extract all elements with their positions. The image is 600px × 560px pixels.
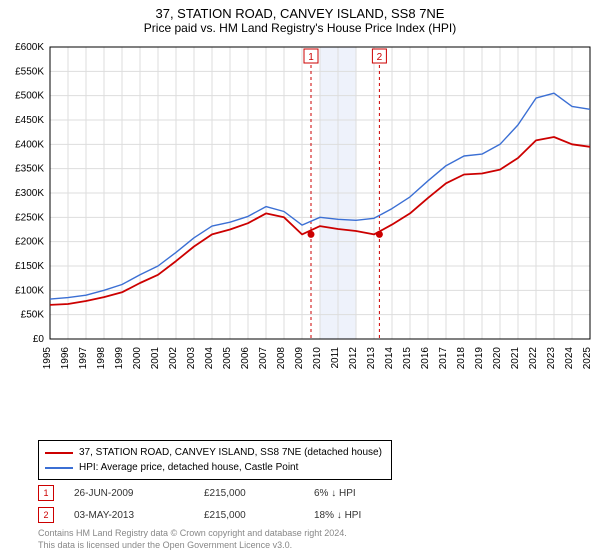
svg-text:1997: 1997 xyxy=(78,347,89,370)
event-marker-2: 2 xyxy=(38,507,54,523)
svg-text:2017: 2017 xyxy=(438,347,449,370)
svg-text:2003: 2003 xyxy=(186,347,197,370)
svg-text:2008: 2008 xyxy=(276,347,287,370)
event-delta-1: 6% ↓ HPI xyxy=(314,488,434,499)
svg-text:2023: 2023 xyxy=(546,347,557,370)
svg-text:2022: 2022 xyxy=(528,347,539,370)
svg-text:2004: 2004 xyxy=(204,347,215,370)
svg-text:1998: 1998 xyxy=(96,347,107,370)
price-chart: £0 £50K £100K £150K £200K £250K £300K £350K £400… xyxy=(0,39,600,399)
attribution-line2: This data is licensed under the Open Gov… xyxy=(38,540,347,552)
svg-text:2012: 2012 xyxy=(348,347,359,370)
chart-title: 37, STATION ROAD, CANVEY ISLAND, SS8 7NE xyxy=(0,0,600,21)
attribution-text: Contains HM Land Registry data © Crown c… xyxy=(38,528,347,551)
legend-label-hpi: HPI: Average price, detached house, Cast… xyxy=(79,460,298,475)
svg-text:2005: 2005 xyxy=(222,347,233,370)
legend-label-property: 37, STATION ROAD, CANVEY ISLAND, SS8 7NE… xyxy=(79,445,382,460)
svg-text:2013: 2013 xyxy=(366,347,377,370)
legend-row-hpi: HPI: Average price, detached house, Cast… xyxy=(45,460,385,475)
svg-text:£350K: £350K xyxy=(15,164,44,175)
svg-text:2018: 2018 xyxy=(456,347,467,370)
event-row-2: 2 03-MAY-2013 £215,000 18% ↓ HPI xyxy=(32,504,434,526)
svg-text:2001: 2001 xyxy=(150,347,161,370)
event-price-2: £215,000 xyxy=(204,510,314,521)
legend-swatch-hpi xyxy=(45,467,73,469)
svg-text:£250K: £250K xyxy=(15,212,44,223)
svg-text:£50K: £50K xyxy=(21,310,45,321)
svg-text:1999: 1999 xyxy=(114,347,125,370)
svg-text:£100K: £100K xyxy=(15,285,44,296)
event-marker-1: 1 xyxy=(38,485,54,501)
svg-text:2: 2 xyxy=(377,52,383,63)
svg-text:2010: 2010 xyxy=(312,347,323,370)
svg-text:2020: 2020 xyxy=(492,347,503,370)
svg-text:£450K: £450K xyxy=(15,115,44,126)
svg-text:£150K: £150K xyxy=(15,261,44,272)
svg-text:£550K: £550K xyxy=(15,66,44,77)
event-row-1: 1 26-JUN-2009 £215,000 6% ↓ HPI xyxy=(32,482,434,504)
svg-text:£0: £0 xyxy=(33,334,45,345)
events-table: 1 26-JUN-2009 £215,000 6% ↓ HPI 2 03-MAY… xyxy=(32,482,434,526)
svg-text:2007: 2007 xyxy=(258,347,269,370)
svg-text:£300K: £300K xyxy=(15,188,44,199)
svg-text:1995: 1995 xyxy=(42,347,53,370)
event-date-1: 26-JUN-2009 xyxy=(74,488,204,499)
svg-text:2016: 2016 xyxy=(420,347,431,370)
event-date-2: 03-MAY-2013 xyxy=(74,510,204,521)
chart-legend: 37, STATION ROAD, CANVEY ISLAND, SS8 7NE… xyxy=(38,440,392,480)
svg-text:2015: 2015 xyxy=(402,347,413,370)
svg-text:2021: 2021 xyxy=(510,347,521,370)
svg-text:£400K: £400K xyxy=(15,139,44,150)
legend-row-property: 37, STATION ROAD, CANVEY ISLAND, SS8 7NE… xyxy=(45,445,385,460)
svg-text:2019: 2019 xyxy=(474,347,485,370)
svg-text:2014: 2014 xyxy=(384,347,395,370)
svg-text:2006: 2006 xyxy=(240,347,251,370)
svg-text:£200K: £200K xyxy=(15,237,44,248)
chart-subtitle: Price paid vs. HM Land Registry's House … xyxy=(0,21,600,39)
svg-text:£600K: £600K xyxy=(15,42,44,53)
svg-text:2009: 2009 xyxy=(294,347,305,370)
svg-text:2011: 2011 xyxy=(330,347,341,369)
event-price-1: £215,000 xyxy=(204,488,314,499)
svg-text:2024: 2024 xyxy=(564,347,575,370)
legend-swatch-property xyxy=(45,452,73,454)
svg-text:2000: 2000 xyxy=(132,347,143,370)
svg-text:2025: 2025 xyxy=(582,347,593,370)
event-delta-2: 18% ↓ HPI xyxy=(314,510,434,521)
svg-text:1: 1 xyxy=(308,52,314,63)
svg-text:2002: 2002 xyxy=(168,347,179,370)
svg-text:£500K: £500K xyxy=(15,91,44,102)
svg-text:1996: 1996 xyxy=(60,347,71,370)
attribution-line1: Contains HM Land Registry data © Crown c… xyxy=(38,528,347,540)
